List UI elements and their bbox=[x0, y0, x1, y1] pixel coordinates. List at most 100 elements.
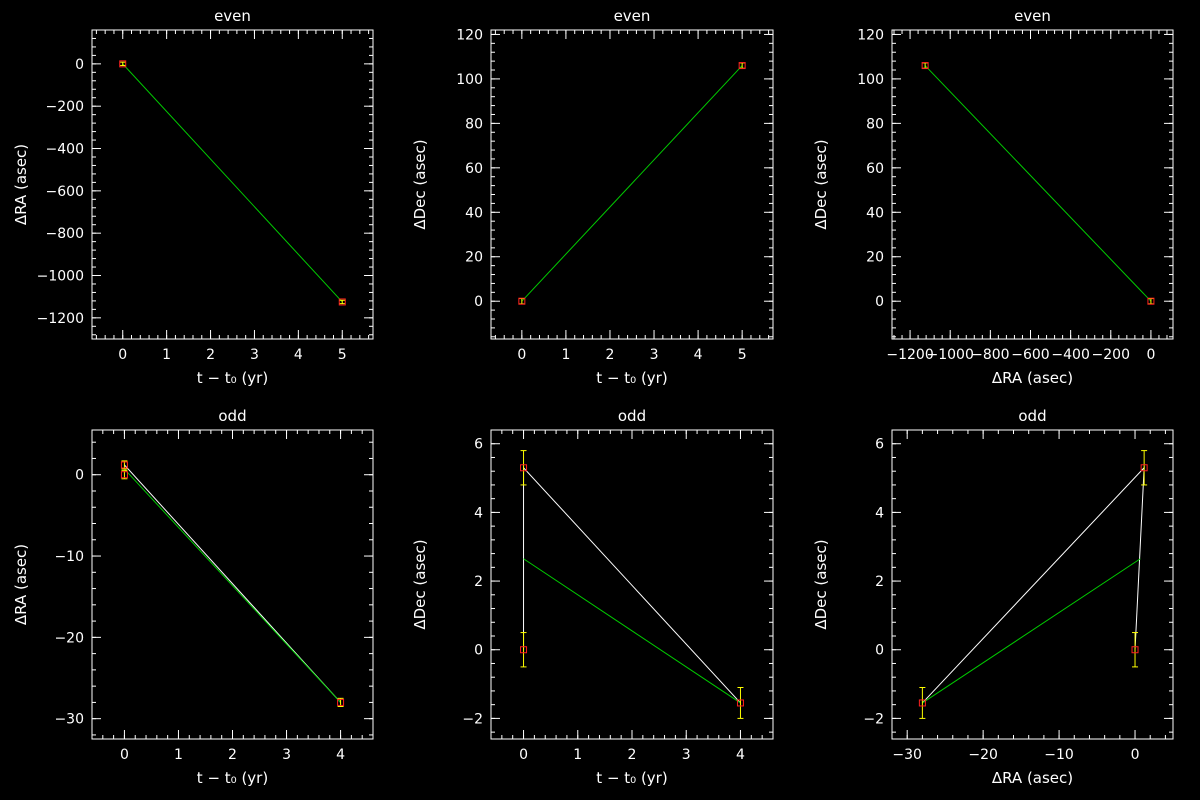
x-tick-label: 3 bbox=[250, 347, 259, 363]
y-axis-label: ΔDec (asec) bbox=[812, 539, 830, 629]
y-tick-label: −2 bbox=[863, 711, 884, 727]
x-tick-label: 0 bbox=[1131, 747, 1140, 763]
tick-marks bbox=[892, 30, 1173, 339]
x-tick-label: −1000 bbox=[927, 347, 974, 363]
y-tick-label: 100 bbox=[456, 72, 483, 88]
x-tick-label: 0 bbox=[120, 747, 129, 763]
x-tick-label: 0 bbox=[1146, 347, 1155, 363]
y-tick-label: 80 bbox=[465, 116, 483, 132]
y-axis-label: ΔDec (asec) bbox=[812, 139, 830, 229]
tick-marks bbox=[491, 30, 773, 339]
x-tick-label: 3 bbox=[650, 347, 659, 363]
x-tick-label: 2 bbox=[606, 347, 615, 363]
x-tick-label: 4 bbox=[294, 347, 303, 363]
y-tick-label: 4 bbox=[875, 505, 884, 521]
fit-line bbox=[122, 63, 343, 303]
y-tick-label: 0 bbox=[474, 643, 483, 659]
fit-line bbox=[924, 65, 1152, 302]
y-tick-label: −800 bbox=[46, 226, 84, 242]
y-tick-label: −20 bbox=[54, 630, 84, 646]
y-tick-label: −600 bbox=[46, 184, 84, 200]
y-tick-label: 100 bbox=[857, 72, 884, 88]
data-point bbox=[1147, 297, 1155, 305]
data-point bbox=[918, 699, 926, 707]
data-layer bbox=[520, 450, 744, 719]
x-axis-label: ΔRA (asec) bbox=[992, 769, 1073, 787]
chart-title: even bbox=[1014, 7, 1051, 25]
x-tick-label: 1 bbox=[162, 347, 171, 363]
y-tick-label: 120 bbox=[857, 27, 884, 43]
data-layer bbox=[921, 62, 1155, 305]
y-tick-label: 0 bbox=[875, 294, 884, 310]
y-tick-label: 80 bbox=[866, 116, 884, 132]
y-axis-label: ΔDec (asec) bbox=[411, 539, 429, 629]
y-tick-label: 60 bbox=[866, 161, 884, 177]
y-tick-label: 120 bbox=[456, 27, 483, 43]
x-tick-label: 0 bbox=[118, 347, 127, 363]
data-point bbox=[921, 62, 929, 70]
fit-line bbox=[922, 558, 1141, 704]
x-tick-label: −600 bbox=[1011, 347, 1049, 363]
chart-panel-2: 0 1 2 3 4 5 0 20 40 60 80 100 120 even t − t₀ (yr) ΔDec… bbox=[411, 7, 774, 387]
chart-title: even bbox=[614, 7, 651, 25]
y-tick-label: 2 bbox=[474, 574, 483, 590]
y-tick-label: 6 bbox=[875, 437, 884, 453]
data-point bbox=[337, 698, 345, 706]
x-tick-label: 3 bbox=[682, 747, 691, 763]
x-axis-label: t − t₀ (yr) bbox=[197, 769, 268, 787]
data-point bbox=[518, 297, 526, 305]
chart-title: odd bbox=[618, 407, 646, 425]
x-tick-label: 2 bbox=[628, 747, 637, 763]
x-tick-label: 1 bbox=[174, 747, 183, 763]
y-tick-label: 60 bbox=[465, 161, 483, 177]
y-tick-label: 0 bbox=[75, 57, 84, 73]
data-point bbox=[120, 471, 128, 479]
data-point bbox=[119, 60, 127, 68]
x-tick-label: 4 bbox=[736, 747, 745, 763]
chart-title: odd bbox=[1018, 407, 1046, 425]
data-point bbox=[520, 464, 528, 472]
y-tick-label: 40 bbox=[465, 205, 483, 221]
data-point bbox=[738, 62, 746, 70]
x-tick-label: 5 bbox=[338, 347, 347, 363]
y-tick-label: −1200 bbox=[37, 311, 84, 327]
x-axis-label: t − t₀ (yr) bbox=[197, 369, 268, 387]
x-tick-label: 2 bbox=[206, 347, 215, 363]
x-tick-label: 1 bbox=[573, 747, 582, 763]
x-tick-label: −400 bbox=[1051, 347, 1089, 363]
y-axis-label: ΔDec (asec) bbox=[411, 139, 429, 229]
connect-line bbox=[523, 466, 741, 704]
x-tick-label: 2 bbox=[228, 747, 237, 763]
x-tick-label: −800 bbox=[971, 347, 1009, 363]
y-tick-label: −2 bbox=[462, 711, 483, 727]
tick-marks bbox=[92, 29, 373, 339]
chart-panel-5: 0 1 2 3 4 −2 0 2 4 6 odd t − t₀ (yr) ΔDec (asec) bbox=[411, 407, 774, 787]
data-point bbox=[120, 461, 128, 469]
data-layer bbox=[120, 460, 345, 707]
x-tick-label: −30 bbox=[892, 747, 922, 763]
y-tick-label: 20 bbox=[465, 250, 483, 266]
y-tick-label: 6 bbox=[474, 437, 483, 453]
data-layer bbox=[518, 62, 746, 305]
x-tick-label: −1200 bbox=[886, 347, 933, 363]
x-axis-label: t − t₀ (yr) bbox=[596, 369, 667, 387]
x-tick-label: −20 bbox=[968, 747, 998, 763]
x-tick-label: 0 bbox=[519, 747, 528, 763]
chart-panel-4: 0 1 2 3 4 0 −10 −20 −30 odd t − t₀ (yr) ΔRA (asec) bbox=[12, 407, 374, 787]
y-tick-label: 0 bbox=[474, 294, 483, 310]
y-tick-label: −30 bbox=[54, 712, 84, 728]
y-axis-label: ΔRA (asec) bbox=[12, 544, 30, 625]
tick-marks bbox=[491, 429, 774, 739]
plot-frame bbox=[91, 29, 374, 340]
x-tick-label: 5 bbox=[738, 347, 747, 363]
plot-frame bbox=[490, 29, 774, 340]
x-tick-label: 3 bbox=[282, 747, 291, 763]
y-axis-label: ΔRA (asec) bbox=[12, 144, 30, 225]
chart-panel-1: 0 1 2 3 4 5 0 −200 −400 −600 −800 −1000 −1200 even t −… bbox=[12, 7, 374, 387]
data-point bbox=[1140, 464, 1148, 472]
y-tick-label: −10 bbox=[54, 549, 84, 565]
y-tick-label: −1000 bbox=[37, 269, 84, 285]
x-axis-label: ΔRA (asec) bbox=[992, 369, 1073, 387]
x-tick-label: −200 bbox=[1092, 347, 1130, 363]
